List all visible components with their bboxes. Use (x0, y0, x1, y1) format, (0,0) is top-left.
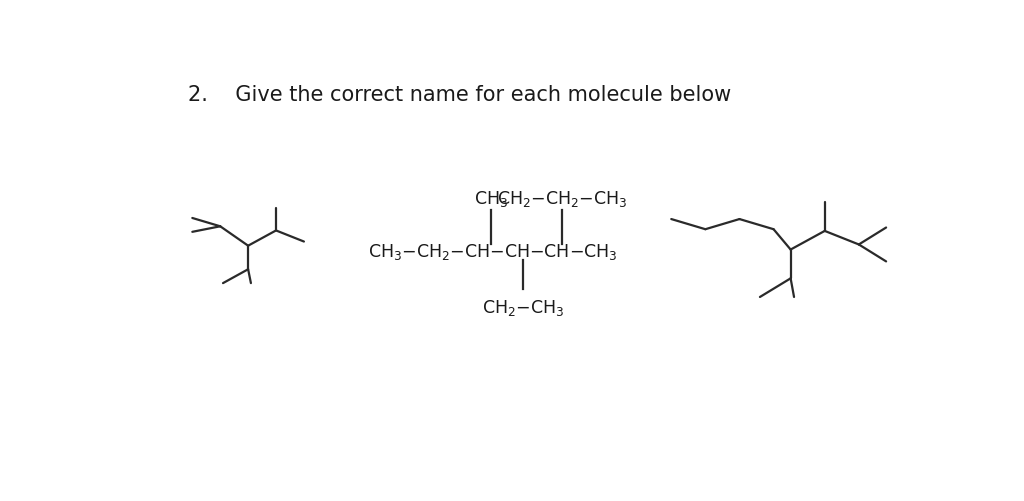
Text: CH$_3$$-$CH$_2$$-$CH$-$CH$-$CH$-$CH$_3$: CH$_3$$-$CH$_2$$-$CH$-$CH$-$CH$-$CH$_3$ (369, 242, 617, 262)
Text: CH$_2$$-$CH$_2$$-$CH$_3$: CH$_2$$-$CH$_2$$-$CH$_3$ (497, 189, 628, 209)
Text: CH$_3$: CH$_3$ (474, 189, 508, 209)
Text: 2.  Give the correct name for each molecule below: 2. Give the correct name for each molecu… (187, 85, 731, 105)
Text: CH$_2$$-$CH$_3$: CH$_2$$-$CH$_3$ (482, 298, 564, 318)
